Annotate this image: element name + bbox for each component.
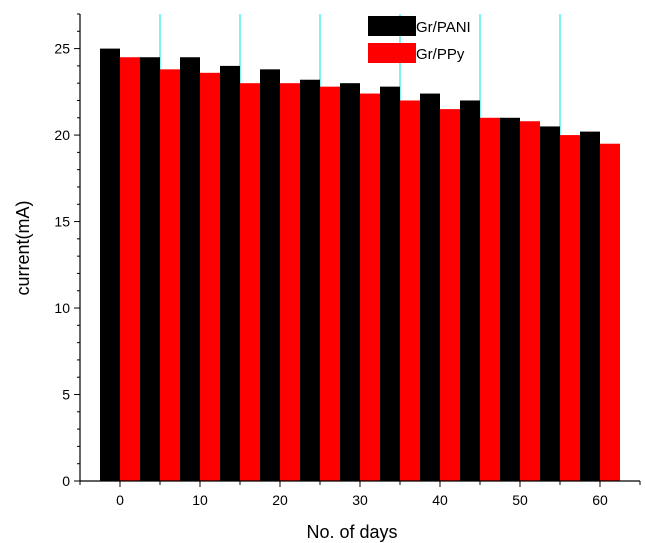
x-axis-label: No. of days [306, 522, 397, 542]
bar [540, 126, 560, 482]
bar [200, 72, 220, 481]
legend-swatch [368, 43, 416, 63]
bar [460, 100, 480, 481]
legend-swatch [368, 16, 416, 36]
x-tick-label: 60 [592, 492, 608, 508]
y-tick-label: 10 [54, 300, 70, 316]
bar [120, 57, 140, 482]
bars [100, 48, 620, 482]
bar [240, 83, 260, 481]
x-tick-label: 20 [272, 492, 288, 508]
y-tick-label: 25 [54, 41, 70, 57]
bar [380, 86, 400, 481]
bar [320, 86, 340, 481]
y-ticks: 0 5 10 15 20 25 [54, 13, 80, 489]
bar [400, 100, 420, 481]
bar [520, 121, 540, 482]
bar [500, 117, 520, 481]
x-tick-label: 10 [192, 492, 208, 508]
y-tick-label: 5 [62, 387, 70, 403]
bar [440, 109, 460, 481]
bar [300, 79, 320, 481]
x-tick-label: 0 [116, 492, 124, 508]
bar [580, 131, 600, 482]
x-tick-label: 30 [352, 492, 368, 508]
bar [260, 69, 280, 481]
y-axis-label: current(mA) [13, 200, 33, 295]
bar [560, 135, 580, 481]
bar [160, 69, 180, 481]
y-tick-label: 20 [54, 127, 70, 143]
bar [360, 93, 380, 481]
bar [420, 93, 440, 481]
legend-label: Gr/PANI [416, 19, 471, 36]
bar [220, 65, 240, 481]
y-tick-label: 15 [54, 214, 70, 230]
legend-label: Gr/PPy [416, 46, 465, 63]
x-ticks: 0 10 20 30 40 50 60 [79, 481, 641, 508]
legend: Gr/PANI Gr/PPy [368, 16, 471, 63]
bar [140, 57, 160, 482]
bar [340, 83, 360, 481]
bar [600, 143, 620, 481]
bar [480, 117, 500, 481]
bar [180, 57, 200, 482]
bar [100, 48, 120, 482]
x-tick-label: 50 [512, 492, 528, 508]
bar [280, 83, 300, 481]
x-tick-label: 40 [432, 492, 448, 508]
y-tick-label: 0 [62, 473, 70, 489]
